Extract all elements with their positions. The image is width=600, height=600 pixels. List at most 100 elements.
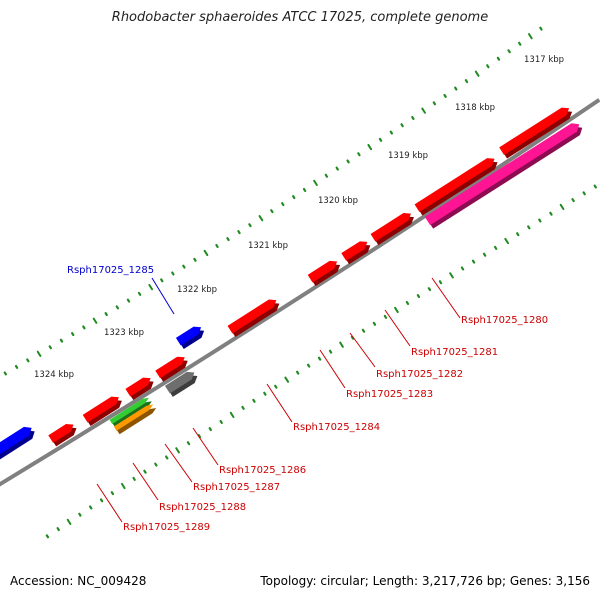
gene-label[interactable]: Rsph17025_1289 xyxy=(123,522,210,533)
inner-tick xyxy=(274,384,278,389)
backbone-line xyxy=(0,98,600,487)
outer-tick xyxy=(367,143,373,151)
outer-tick xyxy=(454,86,458,91)
feature-rsph17025-1286-face xyxy=(155,356,185,379)
outer-tick xyxy=(324,173,329,178)
inner-tick xyxy=(361,328,366,333)
inner-tick xyxy=(120,482,126,490)
gene-label[interactable]: Rsph17025_1282 xyxy=(376,369,463,380)
scale-tick-label: 1318 kbp xyxy=(455,103,495,113)
accession-text: Accession: NC_009428 xyxy=(10,574,147,588)
feature-rsph17025-1281[interactable] xyxy=(414,158,498,216)
inner-tick xyxy=(405,300,410,306)
gene-label[interactable]: Rsph17025_1283 xyxy=(346,389,433,400)
feature-orange[interactable] xyxy=(113,404,157,435)
inner-tick xyxy=(143,469,147,474)
inner-tick xyxy=(295,370,300,375)
inner-tick xyxy=(571,198,575,203)
outer-tick xyxy=(59,338,64,343)
outer-tick xyxy=(346,159,350,164)
inner-tick xyxy=(252,398,256,403)
scale-tick-label: 1317 kbp xyxy=(524,55,564,65)
inner-tick xyxy=(45,534,50,539)
feature-orange-shadow xyxy=(116,407,157,435)
feature-rsph17025-1286[interactable] xyxy=(155,356,188,382)
feature-rsph17025-1288-face xyxy=(82,396,119,423)
feature-green-face xyxy=(109,397,149,425)
inner-tick xyxy=(306,363,311,368)
feature-rsph17025-1280-shadow xyxy=(502,111,573,159)
leader-line xyxy=(349,332,376,368)
feature-rsph17025-1282[interactable] xyxy=(370,213,414,246)
feature-green[interactable] xyxy=(109,397,152,428)
inner-tick xyxy=(89,505,93,510)
feature-blue-left-shadow xyxy=(0,430,35,460)
inner-tick xyxy=(229,411,235,419)
label-leader-lines xyxy=(96,277,461,523)
inner-tick xyxy=(328,349,333,354)
leader-line xyxy=(151,277,175,315)
genome-backbone xyxy=(0,98,600,487)
inner-tick xyxy=(471,259,476,264)
inner-tick xyxy=(186,441,191,446)
gene-label[interactable]: Rsph17025_1284 xyxy=(293,422,380,433)
feature-blue-left-face xyxy=(0,426,32,454)
feature-rsph17025-1284-face xyxy=(227,299,277,334)
inner-tick xyxy=(549,211,553,216)
feature-gray[interactable] xyxy=(164,371,198,397)
feature-rsph17025-1281-face xyxy=(414,158,495,212)
inner-tick xyxy=(527,225,531,230)
feature-rsph17025-1289-shadow xyxy=(51,427,77,447)
gene-label[interactable]: Rsph17025_1286 xyxy=(219,465,306,476)
feature-rsph17025-1287-face xyxy=(125,377,151,397)
feature-rsph17025-1280[interactable] xyxy=(499,107,573,159)
inner-tick xyxy=(99,498,104,503)
outer-tick xyxy=(115,305,120,310)
outer-tick xyxy=(432,101,437,106)
outer-tick xyxy=(486,64,490,69)
outer-tick xyxy=(258,215,264,222)
outer-tick xyxy=(302,187,307,193)
scale-tick-labels: 1317 kbp 1318 kbp 1319 kbp 1320 kbp 1321 kbp… xyxy=(34,55,564,380)
feature-rsph17025-1285-face xyxy=(175,326,202,346)
feature-rsph17025-1288[interactable] xyxy=(82,396,122,427)
scale-tick-label: 1324 kbp xyxy=(34,370,74,380)
feature-rsph17025-1284[interactable] xyxy=(227,299,280,337)
scale-tick-label: 1319 kbp xyxy=(388,151,428,161)
outer-tick xyxy=(527,33,533,40)
inner-tick xyxy=(394,306,399,314)
outer-tick xyxy=(421,107,426,114)
leader-line xyxy=(266,383,293,423)
outer-tick xyxy=(48,345,52,350)
inner-scale-ticks xyxy=(45,184,597,539)
feature-blue-left[interactable] xyxy=(0,426,35,481)
scale-tick-label: 1322 kbp xyxy=(177,285,217,295)
inner-tick xyxy=(372,321,377,326)
feature-rsph17025-1289[interactable] xyxy=(48,424,77,447)
scale-tick-label: 1321 kbp xyxy=(248,241,288,251)
gene-label[interactable]: Rsph17025_1287 xyxy=(193,482,280,493)
inner-tick xyxy=(78,512,82,517)
feature-rsph17025-1283[interactable] xyxy=(341,241,371,265)
gene-features[interactable] xyxy=(0,107,583,482)
feature-pink[interactable] xyxy=(424,123,583,229)
outer-tick xyxy=(518,41,522,46)
feature-rsph17025-1287[interactable] xyxy=(125,377,154,400)
feature-rsph17025-1283b[interactable] xyxy=(307,260,341,286)
gene-label[interactable]: Rsph17025_1281 xyxy=(411,347,498,358)
feature-rsph17025-1285[interactable] xyxy=(175,326,205,349)
outer-tick xyxy=(281,202,285,207)
leader-line xyxy=(319,349,346,389)
outer-tick xyxy=(335,166,339,171)
outer-tick xyxy=(507,49,511,54)
inner-tick xyxy=(427,287,432,292)
gene-label[interactable]: Rsph17025_1285 xyxy=(67,265,154,276)
leader-line xyxy=(164,443,193,483)
gene-label[interactable]: Rsph17025_1288 xyxy=(159,502,246,513)
gene-labels: Rsph17025_1280 Rsph17025_1281 Rsph17025_12… xyxy=(67,265,548,533)
inner-tick xyxy=(482,252,487,257)
inner-tick xyxy=(154,462,158,467)
outer-tick xyxy=(36,350,42,357)
gene-label[interactable]: Rsph17025_1280 xyxy=(461,315,548,326)
